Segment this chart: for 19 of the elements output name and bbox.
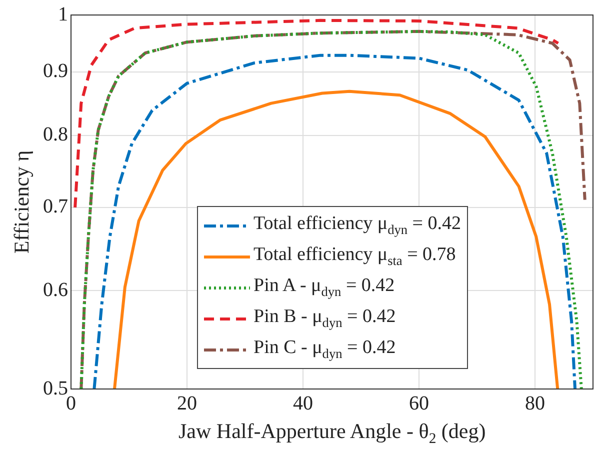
legend-label: Pin B - μ$_{dyn}$ = 0.42 [254, 306, 396, 331]
x-tick-label: 20 [177, 392, 197, 414]
y-tick-label: 1 [58, 3, 68, 26]
y-tick-label: 0.7 [43, 196, 68, 218]
x-tick-label: 0 [66, 392, 76, 414]
x-tick-label: 40 [293, 392, 313, 414]
legend-label: Total efficiency μ$_{dyn}$ = 0.42 [254, 213, 461, 238]
y-axis-title: Efficiency η [10, 150, 34, 254]
x-tick-label: 60 [409, 392, 429, 414]
legend-label: Pin C - μ$_{dyn}$ = 0.42 [254, 337, 396, 362]
y-tick-label: 0.6 [43, 278, 68, 301]
y-tick-label: 0.8 [43, 124, 68, 146]
y-tick-label: 0.5 [43, 377, 68, 400]
x-axis-title: Jaw Half-Apperture Angle - θ$_{2}$ (deg) [178, 419, 486, 448]
legend-label: Total efficiency μ$_{sta}$ = 0.78 [254, 244, 456, 269]
y-tick-label: 0.9 [43, 60, 68, 82]
line-series [74, 18, 560, 209]
x-tick-label: 80 [525, 392, 545, 414]
legend-label: Pin A - μ$_{dyn}$ = 0.42 [254, 275, 395, 300]
